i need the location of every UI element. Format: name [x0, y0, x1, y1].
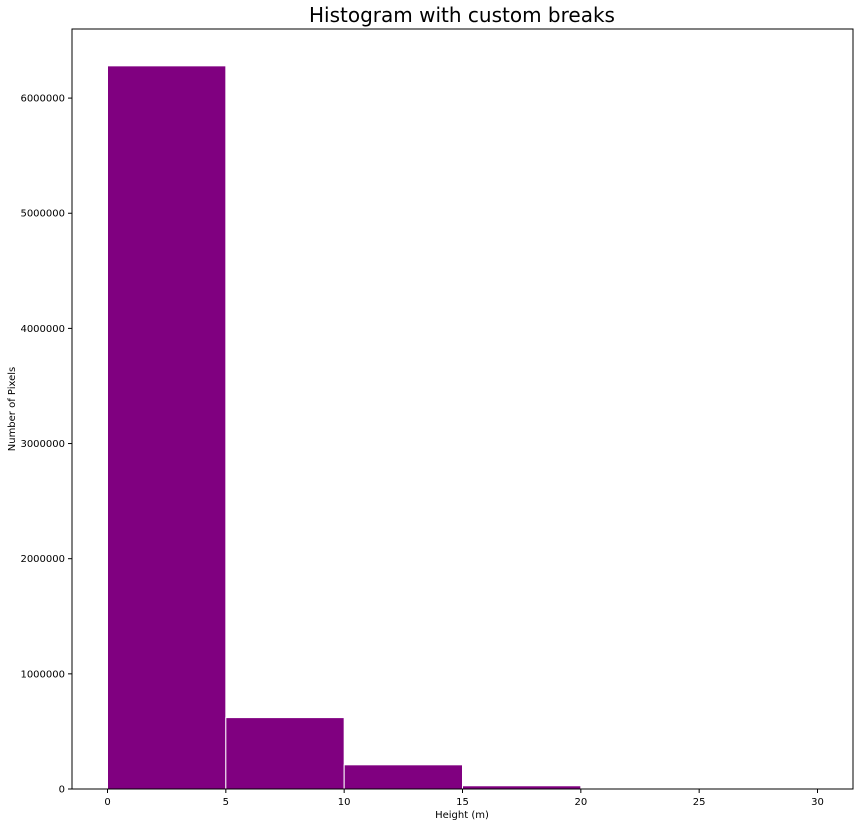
y-axis-label: Number of Pixels — [7, 367, 18, 452]
plot-frame — [71, 28, 854, 790]
x-axis-ticks: 0 5 10 15 20 25 30 — [104, 789, 824, 808]
x-tick-label: 25 — [693, 797, 706, 808]
histogram-bar — [343, 764, 463, 790]
x-tick-label: 5 — [223, 797, 229, 808]
y-tick-label: 3000000 — [20, 439, 65, 450]
chart-title: Histogram with custom breaks — [309, 3, 615, 27]
y-tick-label: 0 — [59, 785, 65, 796]
histogram-bar — [225, 717, 345, 790]
x-tick-label: 10 — [338, 797, 351, 808]
histogram-bar — [107, 65, 227, 790]
y-tick-label: 4000000 — [20, 324, 65, 335]
x-tick-label: 15 — [456, 797, 469, 808]
x-tick-label: 30 — [811, 797, 824, 808]
y-tick-label: 2000000 — [20, 554, 65, 565]
bars-layer — [107, 65, 582, 790]
x-tick-label: 20 — [574, 797, 587, 808]
y-axis-ticks: 0 1000000 2000000 3000000 4000000 5000000 6000… — [20, 94, 72, 796]
y-tick-label: 1000000 — [20, 669, 65, 680]
x-tick-label: 0 — [104, 797, 110, 808]
y-tick-label: 6000000 — [20, 94, 65, 105]
x-axis-label: Height (m) — [435, 810, 489, 821]
y-tick-label: 5000000 — [20, 209, 65, 220]
